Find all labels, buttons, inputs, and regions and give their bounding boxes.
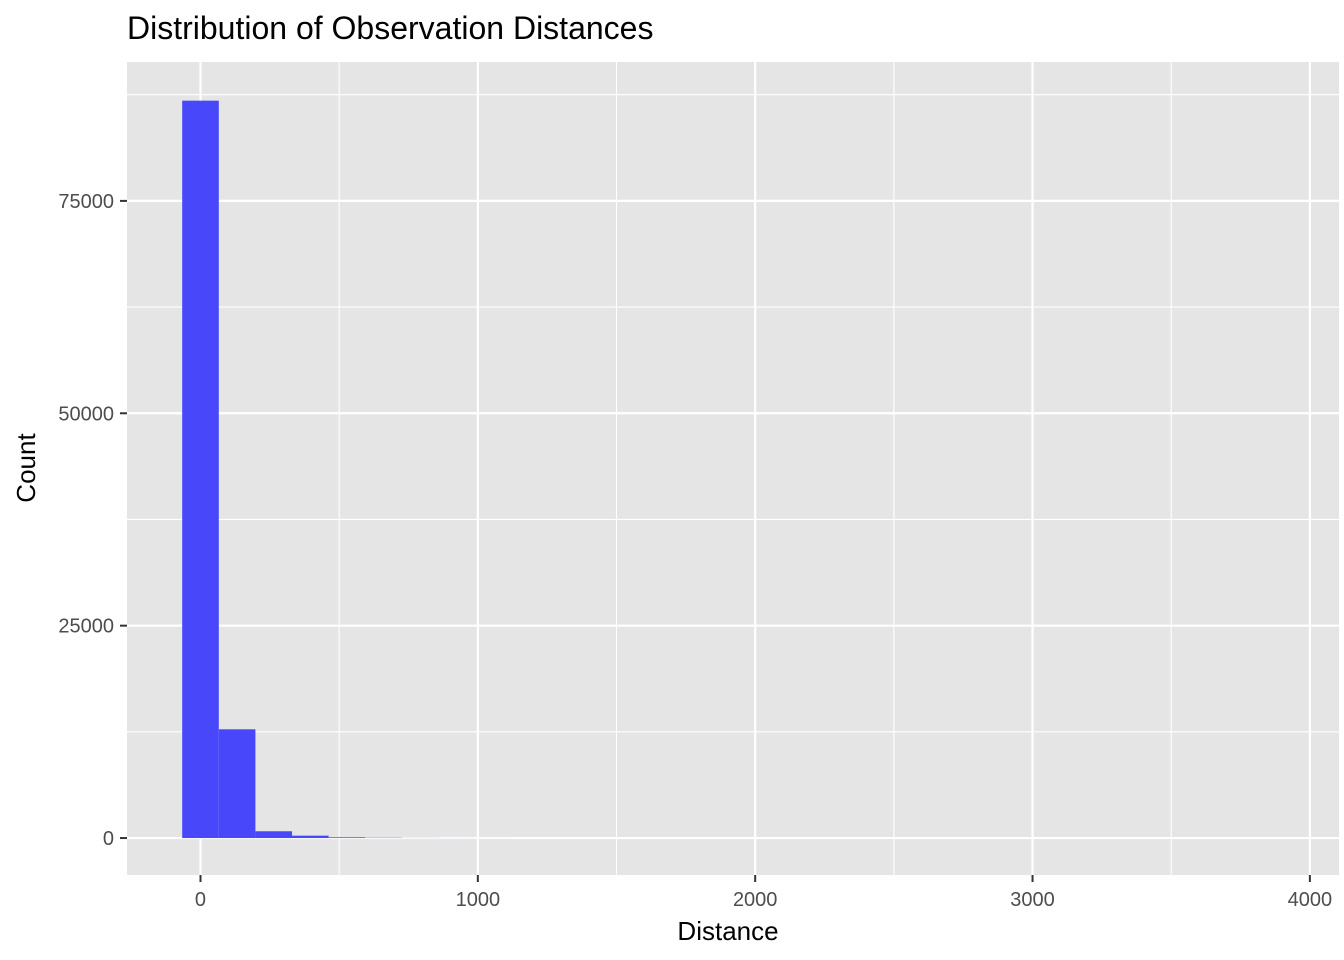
x-tick-label: 3000 bbox=[1010, 889, 1055, 911]
y-tick-label: 75000 bbox=[58, 191, 114, 213]
x-tick-label: 2000 bbox=[733, 889, 778, 911]
histogram-bars bbox=[182, 100, 512, 839]
minor-gridlines bbox=[127, 62, 1339, 875]
y-tick-label: 0 bbox=[103, 828, 114, 850]
histogram-bar bbox=[292, 835, 329, 839]
y-axis: 0 25000 50000 75000 bbox=[58, 191, 127, 850]
histogram-bar bbox=[328, 837, 366, 839]
y-tick-label: 25000 bbox=[58, 616, 114, 638]
y-axis-title: Count bbox=[11, 433, 41, 503]
chart-title: Distribution of Observation Distances bbox=[127, 10, 653, 46]
histogram-bar bbox=[255, 831, 293, 839]
histogram-bar bbox=[182, 100, 219, 839]
histogram-bar bbox=[218, 729, 256, 839]
x-tick-label: 4000 bbox=[1288, 889, 1333, 911]
x-axis-title: Distance bbox=[677, 916, 778, 946]
plot-panel bbox=[127, 62, 1339, 875]
x-axis: 0 1000 2000 3000 4000 bbox=[195, 875, 1332, 911]
x-tick-label: 1000 bbox=[456, 889, 501, 911]
x-tick-label: 0 bbox=[195, 889, 206, 911]
y-tick-label: 50000 bbox=[58, 403, 114, 425]
